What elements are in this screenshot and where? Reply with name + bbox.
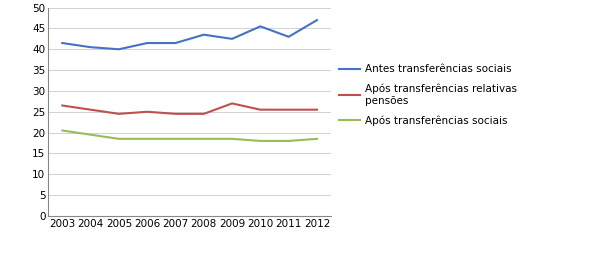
Legend: Antes transferências sociais, Após transferências relativas
pensões, Após transf: Antes transferências sociais, Após trans… [339,65,517,126]
